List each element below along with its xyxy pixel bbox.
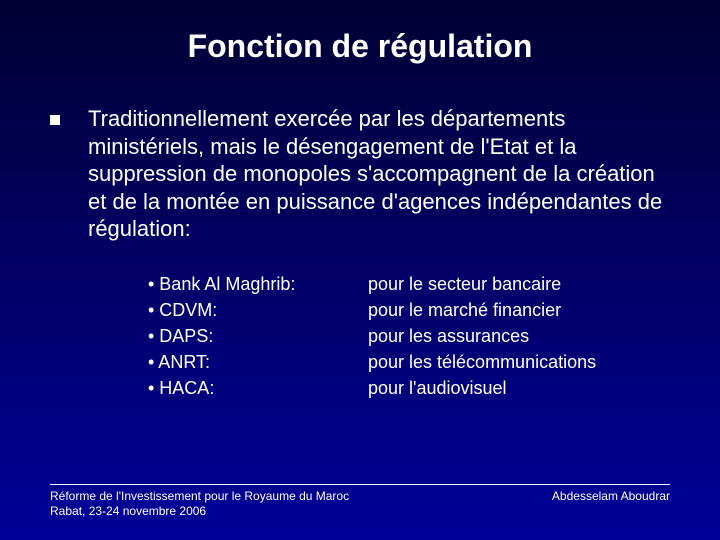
item-desc: pour le marché financier — [368, 297, 670, 323]
footer-divider — [50, 484, 670, 485]
main-paragraph: Traditionnellement exercée par les dépar… — [88, 105, 670, 243]
item-name: • HACA: — [148, 375, 368, 401]
item-name: • Bank Al Maghrib: — [148, 271, 368, 297]
item-desc: pour les télécommunications — [368, 349, 670, 375]
footer-author: Abdesselam Aboudrar — [552, 489, 670, 520]
main-content: Traditionnellement exercée par les dépar… — [50, 105, 670, 243]
slide-footer: Réforme de l'Investissement pour le Roya… — [50, 484, 670, 520]
list-item: • Bank Al Maghrib: pour le secteur banca… — [148, 271, 670, 297]
item-name: • DAPS: — [148, 323, 368, 349]
slide-container: Fonction de régulation Traditionnellemen… — [0, 0, 720, 540]
item-desc: pour l'audiovisuel — [368, 375, 670, 401]
list-item: • DAPS: pour les assurances — [148, 323, 670, 349]
item-desc: pour le secteur bancaire — [368, 271, 670, 297]
footer-event: Réforme de l'Investissement pour le Roya… — [50, 489, 552, 505]
item-name: • ANRT: — [148, 349, 368, 375]
footer-content: Réforme de l'Investissement pour le Roya… — [50, 489, 670, 520]
item-desc: pour les assurances — [368, 323, 670, 349]
footer-left: Réforme de l'Investissement pour le Roya… — [50, 489, 552, 520]
list-item: • ANRT: pour les télécommunications — [148, 349, 670, 375]
footer-date: Rabat, 23-24 novembre 2006 — [50, 504, 552, 520]
square-bullet-icon — [50, 115, 60, 125]
list-item: • HACA: pour l'audiovisuel — [148, 375, 670, 401]
item-name: • CDVM: — [148, 297, 368, 323]
items-list: • Bank Al Maghrib: pour le secteur banca… — [148, 271, 670, 401]
list-item: • CDVM: pour le marché financier — [148, 297, 670, 323]
slide-title: Fonction de régulation — [50, 28, 670, 65]
